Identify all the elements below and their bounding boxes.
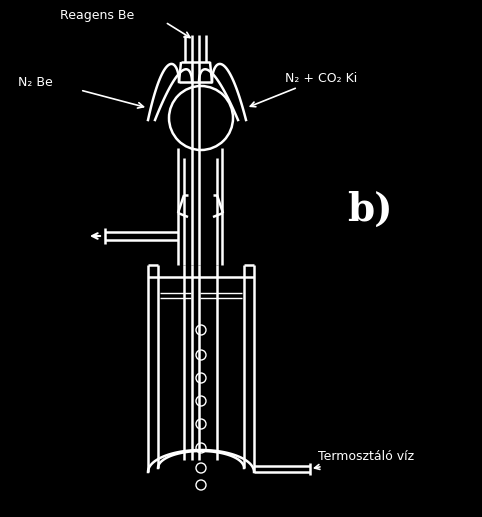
Text: N₂ Be: N₂ Be (18, 77, 53, 89)
Text: b): b) (347, 191, 393, 229)
Text: N₂ + CO₂ Ki: N₂ + CO₂ Ki (250, 71, 357, 107)
Text: Termosztáló víz: Termosztáló víz (315, 450, 414, 469)
Text: Reagens Be: Reagens Be (60, 8, 134, 22)
